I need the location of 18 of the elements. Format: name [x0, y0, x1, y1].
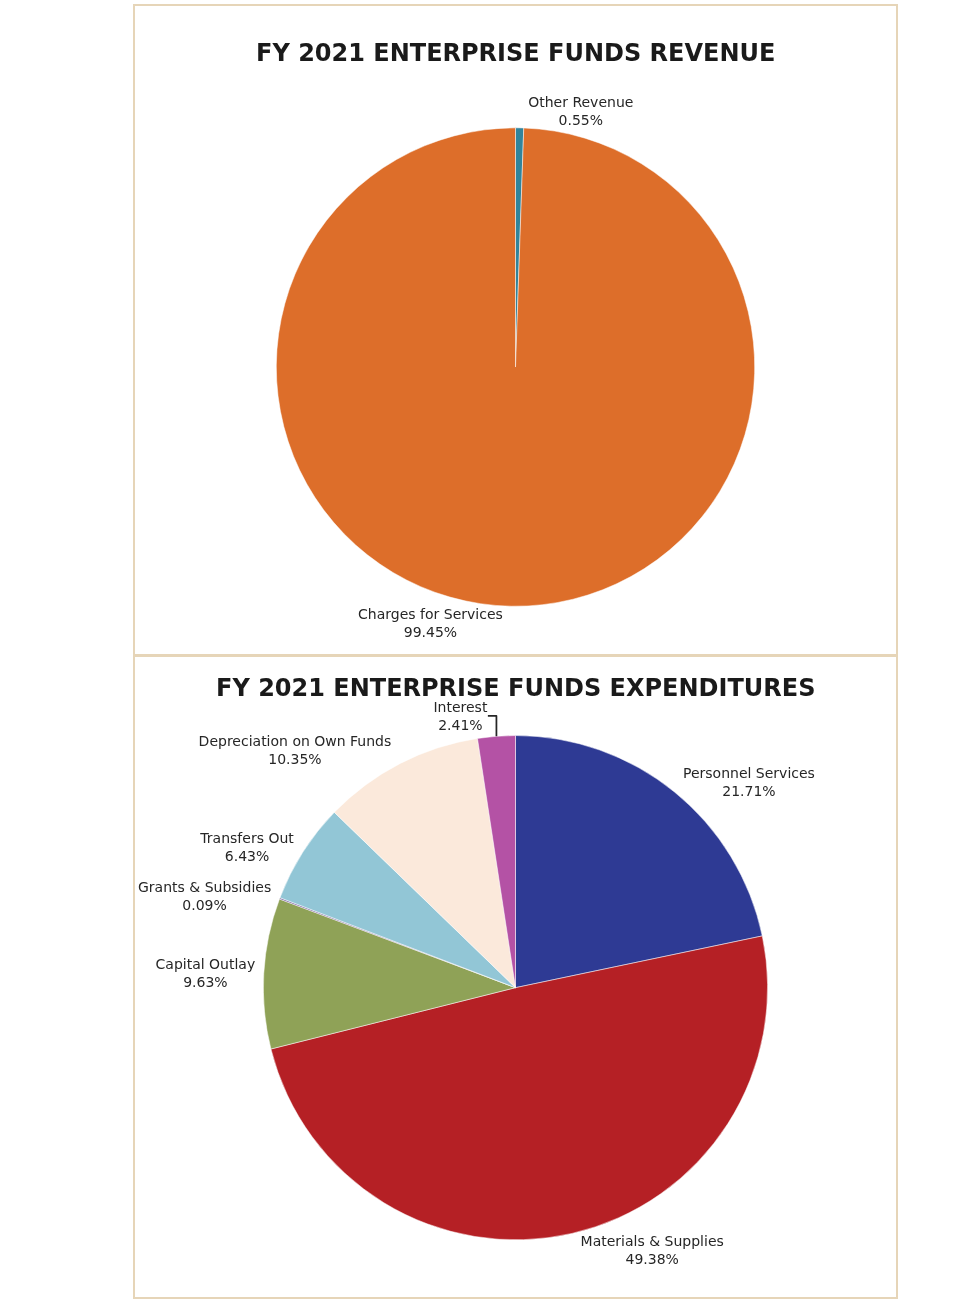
data-label: 99.45%	[403, 624, 458, 641]
data-label: 6.43%	[224, 848, 270, 865]
slice-label: Materials & Supplies	[580, 1232, 724, 1249]
data-label: 49.38%	[625, 1250, 679, 1267]
data-label: 2.41%	[438, 717, 483, 734]
slice-label: Capital Outlay	[155, 956, 256, 973]
slice-label: Depreciation on Own Funds	[198, 733, 392, 750]
slice-label: Charges for Services	[358, 606, 503, 623]
chart-title: FY 2021 ENTERPRISE FUNDS REVENUE	[256, 39, 776, 67]
data-label: 0.55%	[558, 111, 604, 128]
slice-label: Personnel Services	[682, 764, 815, 781]
data-label: 0.09%	[182, 897, 227, 914]
data-label: 21.71%	[722, 782, 776, 799]
slice-label: Grants & Subsidies	[138, 879, 272, 896]
data-label: 9.63%	[183, 974, 228, 991]
slice-label: Other Revenue	[528, 93, 634, 110]
data-label: 10.35%	[268, 751, 322, 768]
slice-label: Transfers Out	[199, 830, 295, 847]
